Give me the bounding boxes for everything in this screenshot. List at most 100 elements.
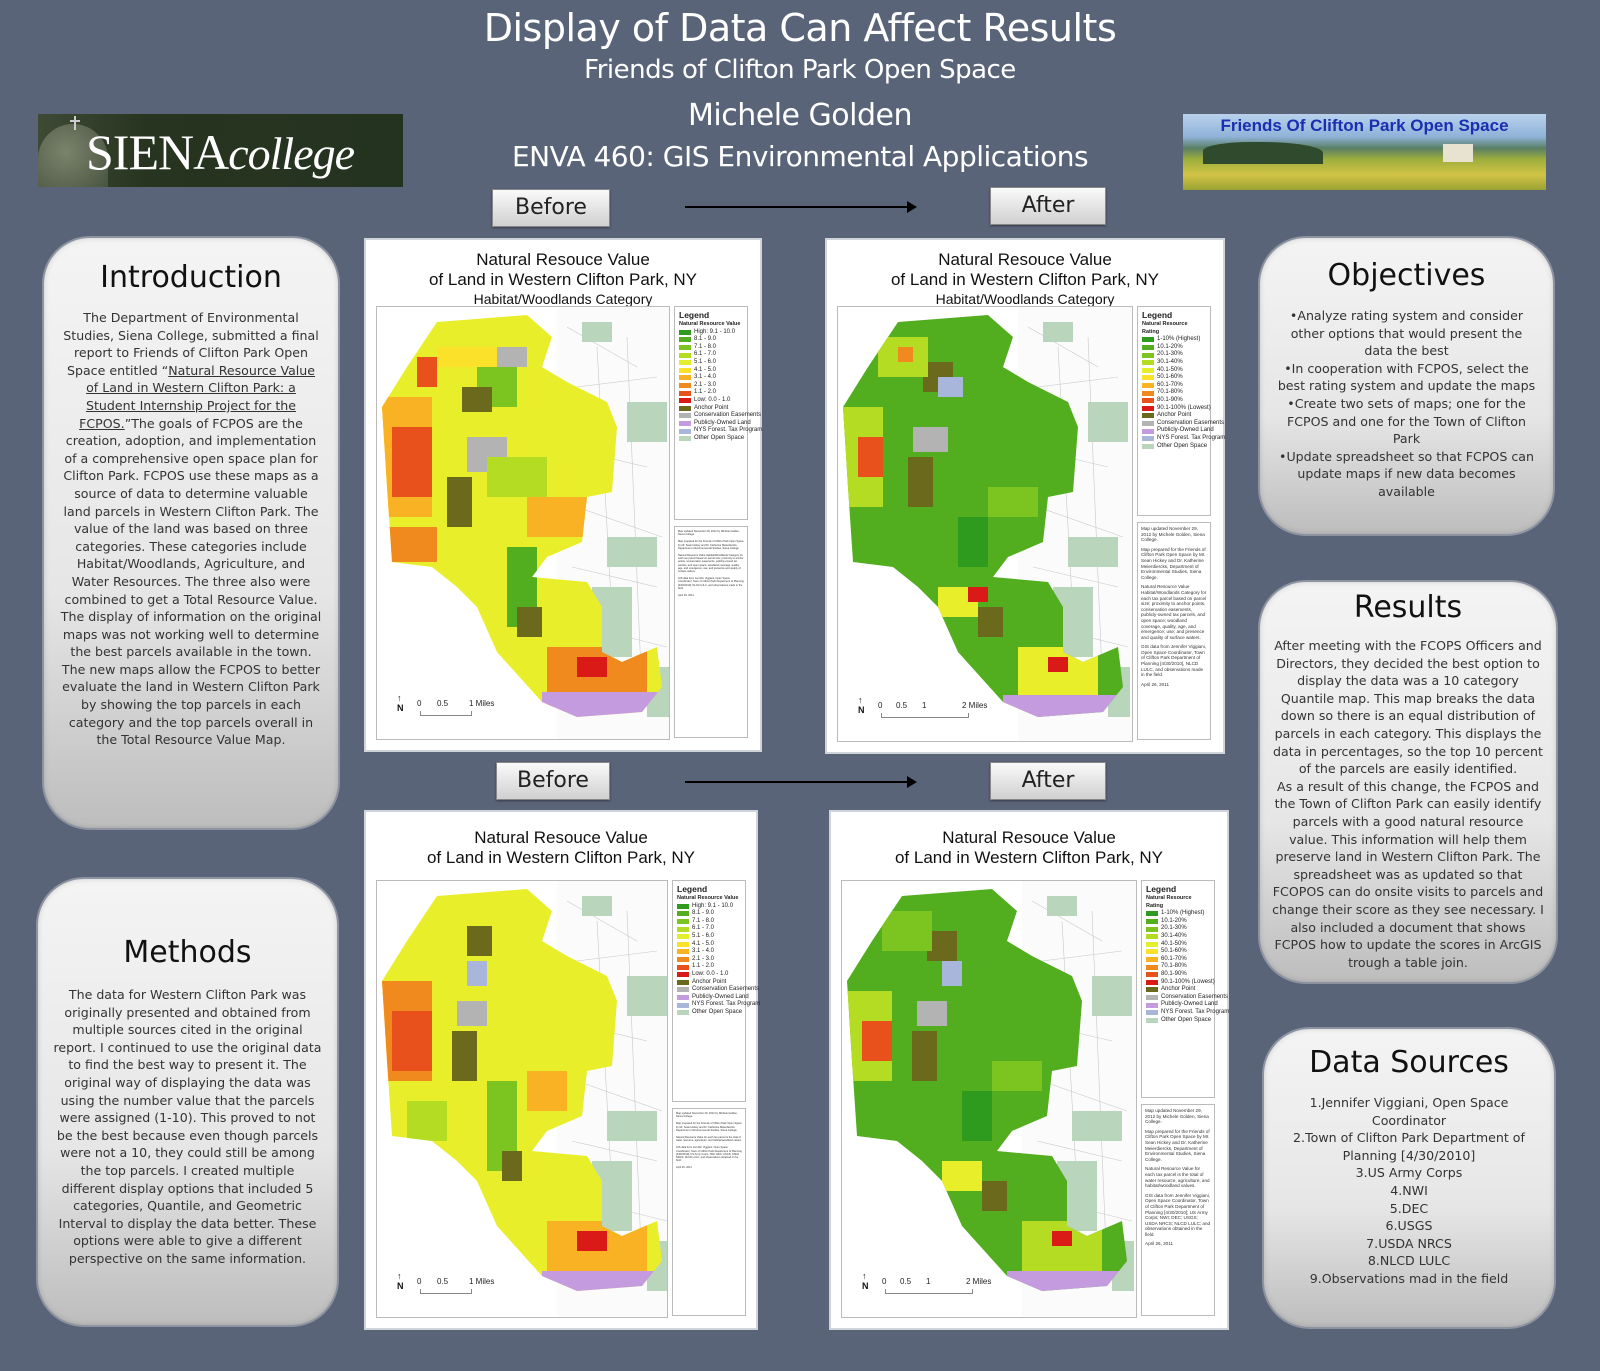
before-label-top: Before xyxy=(492,189,610,227)
legend-label: 4.1 - 5.0 xyxy=(692,940,715,947)
legend-label: Other Open Space xyxy=(692,1008,743,1015)
legend-item: 70.1-80% xyxy=(1142,389,1206,397)
legend-label: Publicly-Owned Land xyxy=(1157,427,1214,434)
legend-item: 40.1-50% xyxy=(1146,941,1210,949)
legend-label: 30.1-40% xyxy=(1161,932,1187,939)
legend-swatch xyxy=(677,949,689,955)
north-arrow-icon: ↑ N xyxy=(858,695,865,715)
data-source-item: 9.Observations mad in the field xyxy=(1309,1270,1509,1286)
map-title: Natural Resouce Value of Land in Western… xyxy=(831,828,1227,868)
legend-swatch xyxy=(1146,1002,1158,1008)
legend-item: 10.1-20% xyxy=(1142,344,1206,352)
legend-swatch xyxy=(1142,345,1154,351)
legend-item: Low: 0.0 - 1.0 xyxy=(679,397,743,405)
map-frame: ↑ N 0 0.5 1 2 Miles xyxy=(841,880,1137,1318)
legend-swatch xyxy=(679,352,691,358)
legend-item: 6.1 - 7.0 xyxy=(677,925,741,933)
map-legend: Legend Natural Resource Value High: 9.1 … xyxy=(674,306,762,520)
siena-logo-sub: college xyxy=(228,128,355,179)
legend-label: 20.1-30% xyxy=(1157,351,1183,358)
north-label: N xyxy=(858,705,865,715)
legend-label: 80.1-90% xyxy=(1161,970,1187,977)
legend-label: 10.1-20% xyxy=(1161,917,1187,924)
map-subtitle: Habitat/Woodlands Category xyxy=(935,291,1115,307)
fcpos-logo: Friends Of Clifton Park Open Space xyxy=(1183,114,1546,190)
scale-tick: 1 Miles xyxy=(469,1277,495,1286)
scale-tick: 0 xyxy=(882,1277,887,1286)
legend-swatch xyxy=(677,972,689,978)
legend-label: 1-10% (Highest) xyxy=(1157,336,1201,343)
legend-swatch xyxy=(1142,360,1154,366)
legend-item: Conservation Easements xyxy=(677,986,759,994)
legend-item: 20.1-30% xyxy=(1146,925,1210,933)
legend-item: 20.1-30% xyxy=(1142,351,1206,359)
arrow-right-icon xyxy=(685,201,917,213)
legend-swatch xyxy=(1146,919,1158,925)
legend-item: 60.1-70% xyxy=(1146,956,1210,964)
results-text-1: After meeting with the FCOPS Officers an… xyxy=(1273,638,1543,777)
course-name: ENVA 460: GIS Environmental Applications xyxy=(511,140,1089,173)
legend-swatch xyxy=(1142,405,1154,411)
legend-item: Other Open Space xyxy=(1142,443,1207,451)
scale-tick: 0.5 xyxy=(437,699,449,708)
legend-swatch xyxy=(677,1010,689,1016)
map-subtitle: Habitat/Woodlands Category xyxy=(473,291,653,307)
map-title: Natural Resouce Value of Land in Western… xyxy=(827,250,1223,308)
legend-label: 3.1 - 4.0 xyxy=(692,948,715,955)
arrow-right-icon xyxy=(685,776,917,788)
data-sources-panel: Data Sources 1.Jennifer Viggiani, Open S… xyxy=(1262,1027,1556,1329)
legend-heading: Natural Resource Rating xyxy=(1146,895,1192,909)
organization-name: Friends of Clifton Park Open Space xyxy=(584,55,1016,85)
map-notes-text: Map updated November 29, 2012 by Michele… xyxy=(676,1112,742,1170)
fcpos-logo-text: Friends Of Clifton Park Open Space xyxy=(1220,116,1509,135)
map-after-total: Natural Resouce Value of Land in Western… xyxy=(829,810,1229,1330)
data-source-item: 7.USDA NRCS xyxy=(1366,1235,1452,1251)
legend-swatch xyxy=(679,345,691,351)
legend-item: 60.1-70% xyxy=(1142,382,1206,390)
map-title-line2: of Land in Western Clifton Park, NY xyxy=(890,270,1160,289)
objectives-panel: Objectives •Analyze rating system and co… xyxy=(1258,236,1555,536)
legend-label: 6.1 - 7.0 xyxy=(692,925,715,932)
legend-item: Other Open Space xyxy=(677,1008,743,1017)
legend-swatch xyxy=(1146,934,1158,940)
legend-swatch xyxy=(677,1002,689,1008)
scale-tick: 1 xyxy=(926,1277,931,1286)
legend-label: 40.1-50% xyxy=(1161,940,1187,947)
legend-label: NYS Forest. Tax Program xyxy=(1161,1008,1230,1015)
map-notes: Map updated November 29, 2012 by Michele… xyxy=(672,1108,746,1316)
legend-item: 1.1 - 2.0 xyxy=(677,963,741,971)
legend-swatch xyxy=(677,926,689,932)
objective-item: •In cooperation with FCPOS, select the b… xyxy=(1277,360,1536,394)
legend-item: 30.1-40% xyxy=(1146,933,1210,941)
legend-item: Anchor Point xyxy=(1142,412,1206,420)
legend-swatch xyxy=(1142,337,1154,343)
legend-swatch xyxy=(679,375,691,381)
siena-logo-main: SIENA xyxy=(86,124,229,180)
map-note-paragraph: GIS data from Jennifer Viggiani, Open Sp… xyxy=(1141,644,1207,678)
legend-label: Conservation Easements xyxy=(1161,993,1229,1000)
legend-swatch xyxy=(677,911,689,917)
legend-item: High: 9.1 - 10.0 xyxy=(677,903,741,911)
legend-item: 70.1-80% xyxy=(1146,963,1210,971)
legend-swatch xyxy=(1142,375,1154,381)
legend-item: Publicly-Owned Land xyxy=(677,994,749,1002)
map-note-paragraph: GIS data from Jennifer Viggiani, Open Sp… xyxy=(676,1146,742,1163)
map-title-line1: Natural Resouce Value xyxy=(476,250,650,269)
legend-item: 10.1-20% xyxy=(1146,918,1210,926)
legend-item: 8.1 - 9.0 xyxy=(677,910,741,918)
map-note-paragraph: Natural Resource Value Habitat/Woodlands… xyxy=(1141,584,1207,640)
legend-title: Legend xyxy=(1142,310,1173,320)
scale-tick: 2 Miles xyxy=(962,701,988,710)
legend-label: 1.1 - 2.0 xyxy=(692,963,715,970)
legend-swatch xyxy=(1142,367,1154,373)
results-panel: Results After meeting with the FCOPS Off… xyxy=(1258,580,1558,984)
map-legend: Legend Natural Resource Rating 1-10% (Hi… xyxy=(1141,880,1229,1098)
legend-swatch xyxy=(677,934,689,940)
map-note-paragraph: Map updated November 29, 2012 by Michele… xyxy=(1145,1108,1209,1125)
legend-item: 80.1-90% xyxy=(1142,397,1206,405)
legend-label: Anchor Point xyxy=(692,978,727,985)
after-label-bottom: After xyxy=(990,762,1106,800)
legend-item: Anchor Point xyxy=(679,405,743,413)
legend-item: Publicly-Owned Land xyxy=(1146,1001,1218,1009)
legend-heading: Natural Resource Value xyxy=(677,895,739,901)
